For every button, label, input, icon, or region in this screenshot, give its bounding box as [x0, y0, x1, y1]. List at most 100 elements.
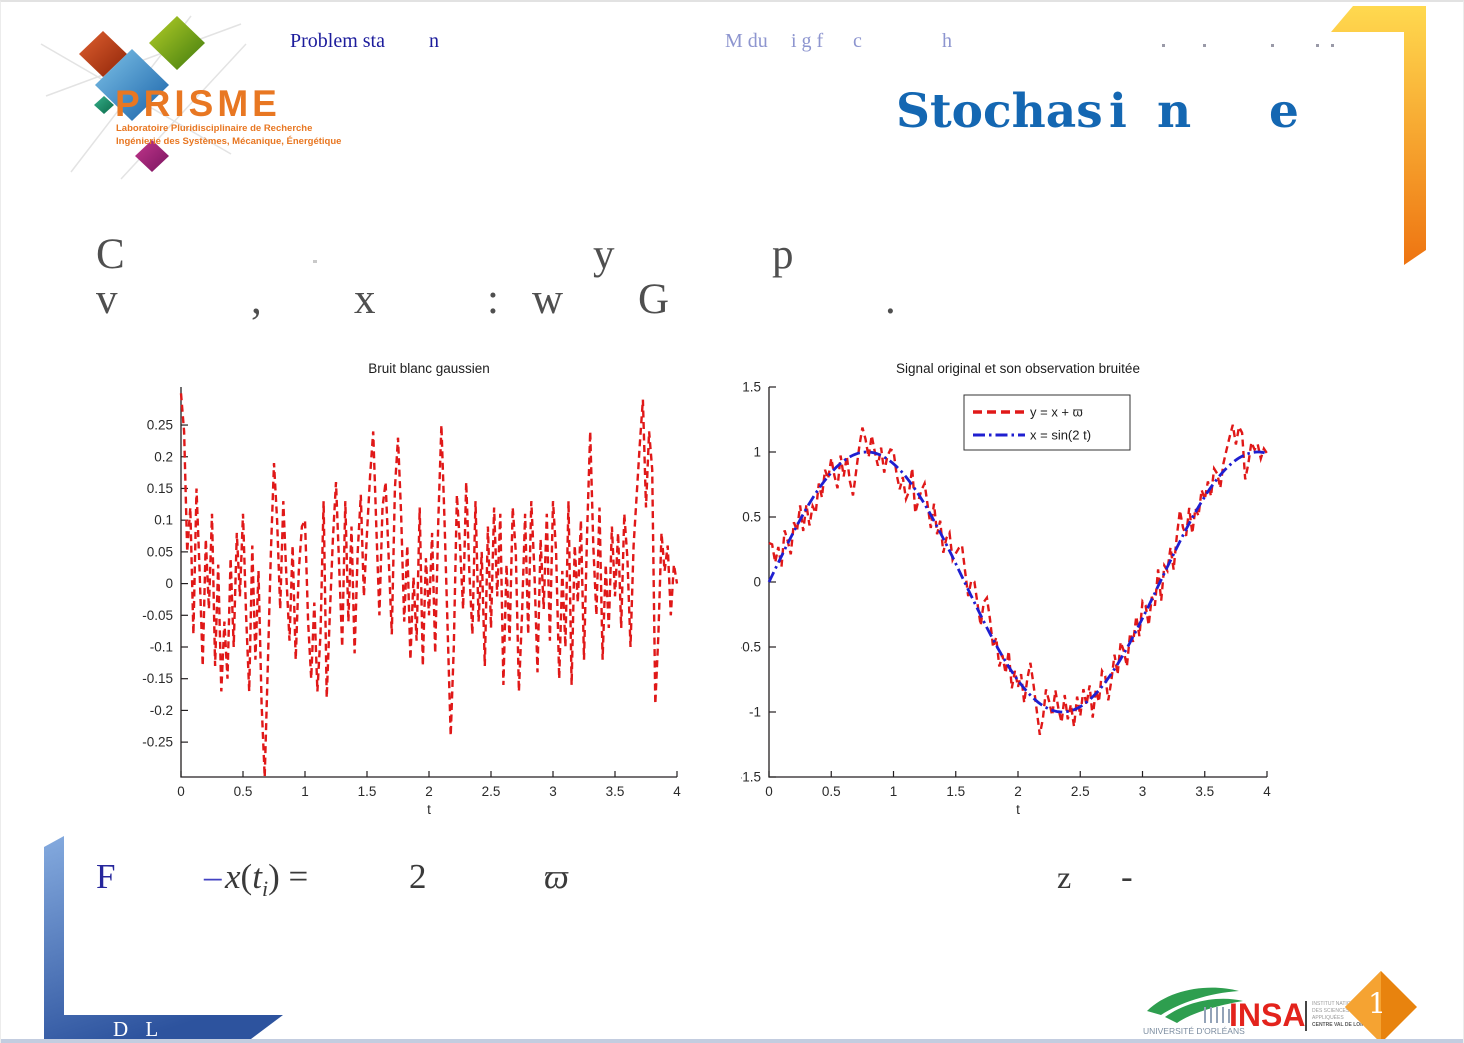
body-faint-mark — [313, 260, 317, 263]
noise-chart: 0 0.5 1 1.5 2 2.5 3 3.5 4 0.25 0.2 0.15 0.1 0.05 0 -0.0… — [142, 361, 681, 817]
svg-text:-0.15: -0.15 — [142, 671, 173, 686]
insa-subtext-line: APPLIQUÉES — [1312, 1015, 1344, 1021]
slide-bottom-edge — [1, 1039, 1463, 1043]
svg-text:0: 0 — [765, 784, 773, 799]
prisme-diamond-magenta — [135, 140, 169, 172]
header-title-fragment-2: n — [429, 30, 439, 52]
signal-chart: 0 0.5 1 1.5 2 2.5 3 3.5 4 1.5 1 0.5 0 -0.5 -1 -1.5 Signa… — [741, 361, 1271, 817]
header-dot — [1331, 44, 1334, 47]
prisme-diamond-red — [79, 31, 127, 77]
body-fragment: . — [885, 276, 896, 323]
svg-text:1.5: 1.5 — [946, 784, 965, 799]
svg-text:-1.5: -1.5 — [741, 770, 761, 785]
svg-text:1: 1 — [301, 784, 309, 799]
prisme-subtitle-2: Ingénierie des Systèmes, Mécanique, Éner… — [116, 136, 341, 147]
svg-text:0: 0 — [165, 576, 173, 591]
slide-title-fragment-2: i — [1109, 84, 1127, 139]
header-title-fragment: Problem sta — [290, 30, 385, 52]
formula-t: t — [252, 857, 262, 896]
formula-dash: - — [1121, 857, 1133, 896]
svg-text:-0.25: -0.25 — [142, 735, 173, 750]
body-fragment: : — [487, 276, 499, 323]
svg-text:2.5: 2.5 — [1071, 784, 1090, 799]
prisme-logo: PRISME Laboratoire Pluridisciplinaire de… — [40, 15, 341, 180]
prisme-subtitle-1: Laboratoire Pluridisciplinaire de Recher… — [116, 123, 312, 134]
svg-text:0.25: 0.25 — [147, 418, 173, 433]
univ-orleans-swoosh-2 — [1165, 998, 1243, 1023]
svg-text:3.5: 3.5 — [1195, 784, 1214, 799]
corner-bracket-bottom-left — [44, 836, 283, 1039]
svg-text:3: 3 — [1139, 784, 1147, 799]
svg-text:Signal original et son observa: Signal original et son observation bruit… — [896, 361, 1140, 376]
svg-text:2: 2 — [425, 784, 433, 799]
body-fragment: y — [593, 231, 615, 278]
formula-x: x — [225, 857, 241, 896]
page-number: 1 — [1368, 987, 1386, 1020]
svg-text:3: 3 — [549, 784, 557, 799]
svg-text:0: 0 — [753, 575, 761, 590]
insa-subtext: INSTITUT NATIONAL DES SCIENCES APPLIQUÉE… — [1312, 1001, 1369, 1029]
universite-orleans-logo: UNIVERSITÉ D'ORLÉANS — [1143, 987, 1245, 1036]
header-dot — [1203, 44, 1206, 47]
svg-text:-0.5: -0.5 — [741, 640, 761, 655]
page-number-diamond: 1 — [1345, 971, 1417, 1043]
svg-text:4: 4 — [1263, 784, 1271, 799]
formula-two: 2 — [409, 857, 427, 896]
body-fragment: C — [96, 231, 125, 278]
slide-title-fragment-4: e — [1269, 84, 1299, 139]
svg-text:4: 4 — [673, 784, 681, 799]
univ-orleans-columns — [1204, 1007, 1230, 1023]
slide-title-fragment-1: Stochas — [896, 84, 1103, 139]
body-fragment: p — [772, 231, 794, 278]
body-fragment: x — [354, 276, 376, 323]
svg-text:-0.05: -0.05 — [142, 608, 173, 623]
header-dot — [1162, 44, 1165, 47]
univ-orleans-swoosh — [1147, 987, 1239, 1015]
svg-text:-1: -1 — [749, 705, 761, 720]
svg-text:2: 2 — [1014, 784, 1022, 799]
formula-subscript: i — [261, 876, 269, 901]
svg-text:1.5: 1.5 — [742, 380, 761, 395]
svg-text:0.5: 0.5 — [822, 784, 841, 799]
header-module-fragment-3: c — [853, 30, 862, 52]
prisme-diamond-blue — [95, 49, 169, 121]
svg-text:0.5: 0.5 — [742, 510, 761, 525]
svg-text:y = x + ϖ: y = x + ϖ — [1030, 405, 1083, 420]
insa-wordmark: INSA — [1229, 997, 1306, 1033]
insa-subtext-line: CENTRE VAL DE LOIRE — [1312, 1022, 1369, 1028]
insa-divider — [1305, 1001, 1307, 1031]
formula-close-equals: ) = — [268, 857, 309, 896]
header-dot — [1316, 44, 1319, 47]
formula-line: F – x(ti) = 2 ϖ z - — [1, 857, 1463, 907]
svg-text:-0.2: -0.2 — [150, 703, 173, 718]
header-dot — [1271, 44, 1274, 47]
insa-logo: INSA INSTITUT NATIONAL DES SCIENCES APPL… — [1229, 997, 1379, 1041]
univ-orleans-label: UNIVERSITÉ D'ORLÉANS — [1143, 1026, 1245, 1036]
prisme-wordmark: PRISME — [115, 83, 281, 124]
svg-text:1.5: 1.5 — [358, 784, 377, 799]
svg-text:0.5: 0.5 — [234, 784, 253, 799]
svg-text:3.5: 3.5 — [606, 784, 625, 799]
svg-text:2.5: 2.5 — [482, 784, 501, 799]
svg-text:Bruit blanc gaussien: Bruit blanc gaussien — [368, 361, 490, 376]
header-module-fragment-1: M du — [725, 30, 768, 52]
formula-x-term: x(ti) = — [225, 857, 308, 902]
svg-text:-0.1: -0.1 — [150, 640, 173, 655]
body-fragment: G — [638, 276, 670, 323]
header-module-fragment-4: h — [942, 30, 952, 52]
insa-subtext-line: INSTITUT NATIONAL — [1312, 1001, 1361, 1007]
formula-minus: – — [204, 857, 222, 896]
prisme-diamond-green — [149, 16, 205, 70]
formula-omega: ϖ — [544, 857, 569, 896]
formula-z: z — [1057, 859, 1072, 895]
body-fragment: v — [96, 276, 118, 323]
formula-f: F — [96, 857, 116, 896]
svg-text:0.2: 0.2 — [154, 449, 173, 464]
prisme-diamond-teal — [94, 96, 114, 114]
corner-bracket-top-right — [1331, 6, 1426, 265]
header-module-fragment-2: i g f — [791, 30, 824, 52]
body-fragment: , — [251, 276, 262, 323]
slide-title-fragment-3: n — [1157, 84, 1192, 139]
svg-text:t: t — [427, 802, 431, 817]
